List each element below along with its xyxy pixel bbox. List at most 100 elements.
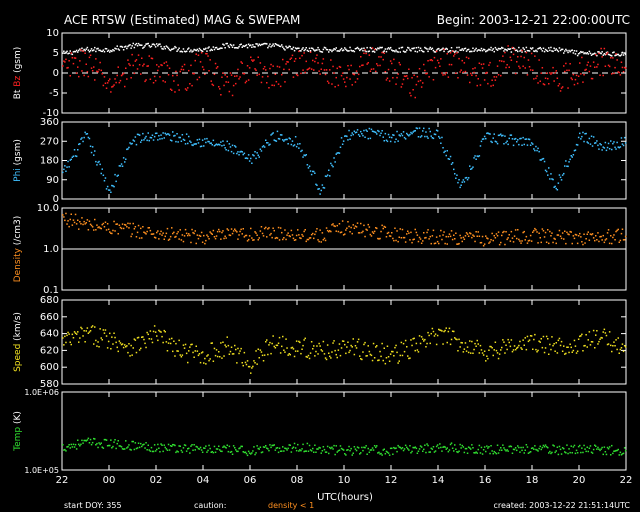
- data-point-phi: [458, 179, 460, 181]
- data-point-speed: [601, 337, 603, 339]
- data-point-temp: [528, 451, 531, 454]
- data-point-temp: [619, 451, 622, 454]
- data-point-temp: [618, 454, 620, 456]
- data-point-density: [577, 235, 580, 237]
- data-point-temp: [602, 453, 604, 456]
- data-point-phi: [399, 135, 401, 137]
- data-point-temp: [565, 452, 567, 454]
- data-point-density: [313, 237, 315, 240]
- data-point-phi: [489, 133, 491, 135]
- data-point-density: [157, 230, 159, 232]
- data-point-speed: [596, 330, 598, 332]
- data-point-phi: [204, 138, 206, 140]
- data-point-temp: [94, 438, 96, 440]
- data-point-temp: [571, 452, 573, 454]
- data-point-speed: [377, 359, 379, 362]
- data-point-temp: [98, 442, 100, 444]
- y-tick-label-temp: 1.0E+05: [24, 466, 59, 475]
- data-point-phi: [117, 174, 119, 177]
- data-point-bz: [399, 63, 401, 66]
- data-point-speed: [341, 340, 344, 342]
- data-point-temp: [257, 447, 259, 450]
- data-point-bz: [450, 63, 453, 66]
- data-point-density: [519, 240, 521, 242]
- data-point-bt: [505, 49, 507, 51]
- data-point-density: [356, 222, 359, 224]
- data-point-speed: [184, 343, 187, 346]
- data-point-phi: [342, 140, 345, 142]
- data-point-density: [445, 235, 447, 238]
- data-point-phi: [579, 132, 581, 135]
- data-point-phi: [79, 143, 81, 145]
- data-point-speed: [406, 346, 408, 348]
- data-point-phi: [334, 161, 336, 163]
- data-point-phi: [151, 134, 154, 136]
- data-point-density: [491, 232, 493, 235]
- data-point-speed: [230, 346, 233, 348]
- data-point-temp: [199, 446, 202, 449]
- data-point-speed: [409, 357, 411, 359]
- data-point-speed: [477, 343, 479, 345]
- data-point-temp: [436, 444, 439, 446]
- data-point-temp: [613, 450, 615, 452]
- data-point-bt: [279, 45, 282, 48]
- data-point-temp: [541, 446, 544, 449]
- data-point-speed: [466, 346, 469, 348]
- data-point-density: [417, 240, 420, 243]
- data-point-bt: [400, 46, 403, 49]
- data-point-bz: [86, 71, 89, 73]
- data-point-density: [70, 213, 72, 215]
- data-point-density: [533, 229, 535, 232]
- data-point-speed: [475, 345, 477, 347]
- data-point-density: [550, 235, 552, 237]
- data-point-speed: [473, 348, 475, 351]
- data-point-density: [240, 228, 242, 231]
- data-point-phi: [297, 143, 299, 145]
- data-point-speed: [590, 341, 593, 343]
- data-point-bz: [179, 70, 181, 73]
- data-point-density: [425, 236, 427, 239]
- data-point-bz: [476, 84, 478, 87]
- data-point-bt: [603, 53, 606, 55]
- data-point-density: [368, 226, 371, 228]
- data-point-temp: [501, 449, 503, 451]
- data-point-speed: [616, 348, 618, 351]
- data-point-density: [510, 230, 513, 233]
- data-point-speed: [603, 328, 606, 331]
- data-point-phi: [348, 129, 350, 132]
- data-point-speed: [226, 336, 228, 338]
- data-point-phi: [349, 138, 351, 140]
- data-point-bt: [102, 49, 105, 51]
- data-point-speed: [189, 346, 191, 348]
- data-point-temp: [349, 449, 351, 452]
- data-point-bz: [411, 77, 413, 79]
- data-point-bz: [122, 72, 125, 75]
- data-point-speed: [430, 332, 432, 335]
- data-point-density: [512, 241, 515, 243]
- data-point-phi: [542, 157, 545, 160]
- data-point-bz: [215, 67, 218, 69]
- data-point-density: [323, 237, 326, 240]
- data-point-phi: [136, 133, 139, 136]
- data-point-speed: [583, 345, 585, 347]
- data-point-phi: [587, 142, 589, 144]
- data-point-phi: [332, 165, 334, 168]
- data-point-bt: [234, 47, 236, 49]
- data-point-bt: [205, 47, 207, 50]
- data-point-bz: [257, 56, 259, 58]
- data-point-phi: [347, 139, 349, 141]
- data-point-bz: [426, 72, 428, 75]
- data-point-density: [336, 224, 338, 227]
- data-point-bt: [133, 46, 136, 49]
- y-axis-label-part-temp: Temp: [13, 427, 23, 452]
- data-point-bt: [503, 50, 505, 52]
- data-point-bz: [386, 77, 389, 79]
- data-point-bt: [287, 46, 289, 49]
- data-point-speed: [232, 353, 235, 355]
- data-point-speed: [102, 329, 105, 331]
- data-point-bt: [225, 42, 227, 45]
- data-point-bz: [271, 84, 273, 86]
- data-point-density: [449, 235, 452, 238]
- data-point-speed: [207, 354, 209, 356]
- data-point-temp: [411, 450, 413, 453]
